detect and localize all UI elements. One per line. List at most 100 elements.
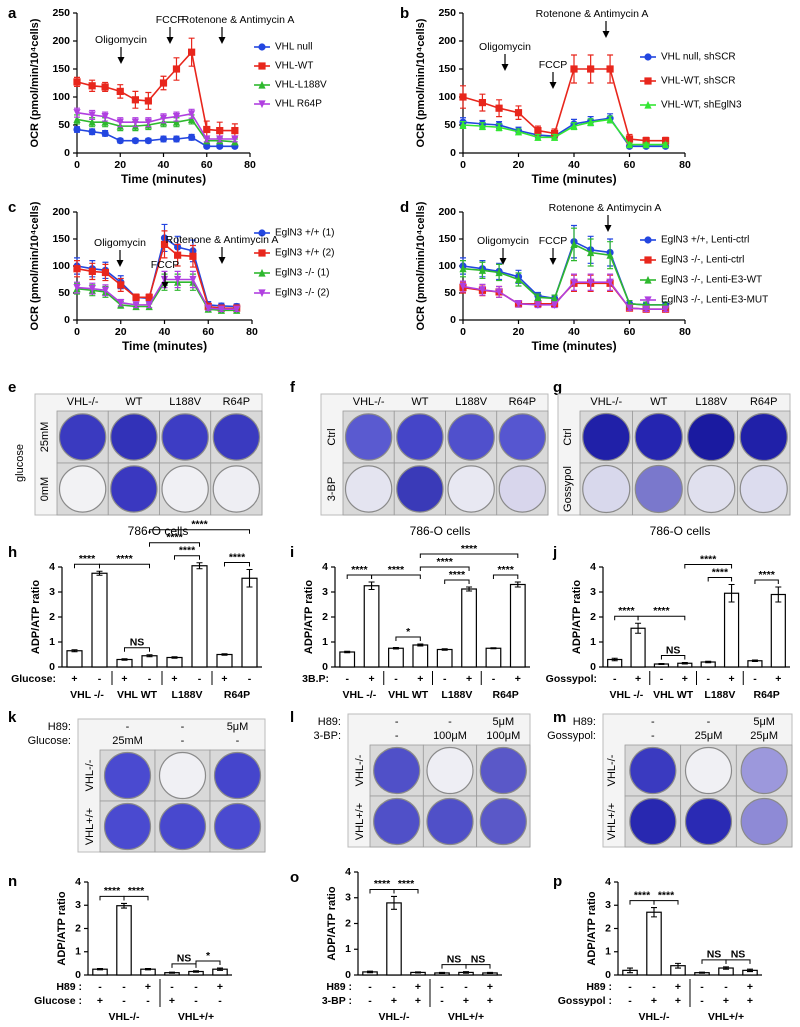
error-bar: [728, 583, 735, 603]
group-label: VHL WT: [117, 689, 158, 701]
y-tick-label: 0: [322, 661, 328, 673]
x-tick-label: 0: [74, 326, 80, 338]
y-tick-label: 0: [64, 314, 70, 326]
row-value: -: [700, 981, 704, 993]
y-tick-label: 0: [605, 969, 611, 981]
plate: [739, 412, 788, 462]
column-label: 100μM: [486, 730, 520, 742]
annotation-arrowhead: [166, 37, 174, 44]
column-label: VHL-/-: [590, 396, 622, 408]
marker: [204, 304, 212, 313]
group-label: VHL+/+: [178, 1011, 214, 1023]
legend-label: EglN3 -/- (2): [275, 288, 329, 299]
y-tick-label: 200: [438, 35, 456, 47]
plate: [739, 464, 788, 514]
error-bar: [121, 902, 127, 909]
row-label: Gossypol: [562, 466, 574, 512]
y-axis-label: OCR (pmol/min/10⁴cells): [415, 201, 427, 330]
y-tick-label: 2: [49, 611, 55, 623]
y-tick-label: 250: [438, 7, 456, 19]
y-tick-label: 50: [444, 119, 456, 131]
marker: [534, 301, 542, 309]
marker: [73, 109, 81, 117]
row-label: VHL+/+: [354, 803, 366, 840]
panel-label: m: [553, 709, 566, 726]
row-value: +: [487, 995, 493, 1007]
plate: [161, 413, 209, 461]
y-tick-label: 3: [49, 586, 55, 598]
significance-bracket: [444, 579, 470, 584]
row-value: -: [613, 673, 617, 685]
row-value: +: [487, 981, 493, 993]
plate: [687, 412, 736, 462]
significance-label: ****: [497, 564, 514, 576]
row-value: -: [98, 673, 102, 685]
x-tick-label: 60: [201, 159, 213, 171]
annotation: FCCP: [539, 235, 568, 247]
marker: [172, 118, 181, 126]
row-label: Glucose:: [11, 673, 56, 685]
column-label: WT: [650, 396, 667, 408]
row-value: +: [635, 673, 641, 685]
y-tick-label: 0: [450, 147, 456, 159]
error-bar: [368, 581, 375, 591]
legend-marker: [258, 249, 266, 257]
error-bar: [96, 570, 103, 576]
error-bar: [635, 622, 642, 634]
marker: [188, 133, 196, 141]
error-bar: [391, 895, 397, 910]
annotation: Oligomycin: [95, 34, 147, 46]
legend-label: VHL-WT, shEglN3: [661, 100, 742, 111]
significance-label: ****: [166, 532, 183, 544]
significance-bracket: [707, 577, 733, 582]
row-label: H89 :: [326, 981, 352, 993]
panel-label: j: [552, 544, 557, 561]
column-label: L188V: [455, 396, 487, 408]
significance-label: ****: [437, 556, 454, 568]
annotation-arrowhead: [604, 225, 612, 232]
y-tick-label: 4: [605, 876, 611, 888]
column-label: -: [236, 735, 240, 747]
error-bar: [658, 662, 665, 666]
header-label: Glucose:: [28, 735, 71, 747]
significance-bracket: [99, 563, 150, 569]
column-label: -: [395, 730, 399, 742]
row-value: +: [391, 995, 397, 1007]
marker: [216, 135, 224, 144]
panel-label: e: [8, 379, 16, 396]
legend-label: VHL-L188V: [275, 80, 327, 91]
y-tick-label: 100: [438, 260, 456, 272]
row-value: +: [675, 981, 681, 993]
y-axis-label: OCR (pmol/min/10⁴cells): [415, 18, 427, 147]
marker: [231, 135, 239, 144]
header-label: H89:: [48, 721, 71, 733]
plate: [447, 465, 495, 513]
row-label: Ctrl: [326, 428, 338, 445]
y-tick-label: 200: [438, 206, 456, 218]
marker: [642, 140, 650, 149]
row-label: 25mM: [39, 422, 51, 453]
x-tick-label: 80: [679, 159, 691, 171]
marker: [625, 140, 634, 149]
series-line: [76, 111, 235, 140]
marker: [459, 93, 467, 101]
significance-label: ****: [658, 889, 675, 901]
row-value: -: [368, 981, 372, 993]
row-value: +: [169, 995, 175, 1007]
significance-bracket: [195, 960, 221, 966]
marker: [478, 122, 487, 130]
legend-marker: [258, 268, 266, 277]
x-tick-label: 60: [202, 326, 214, 338]
annotation-arrowhead: [501, 64, 509, 71]
bar: [166, 656, 183, 668]
row-label: 3-BP: [326, 477, 338, 501]
legend-marker: [644, 53, 652, 61]
marker: [159, 114, 168, 123]
bar: [116, 905, 132, 976]
panel-label: o: [290, 869, 299, 886]
marker: [661, 140, 670, 149]
panel-label: f: [290, 379, 296, 396]
row-label: Gossypol :: [558, 995, 612, 1007]
row-value: -: [700, 995, 704, 1007]
column-label: 25mM: [112, 735, 143, 747]
